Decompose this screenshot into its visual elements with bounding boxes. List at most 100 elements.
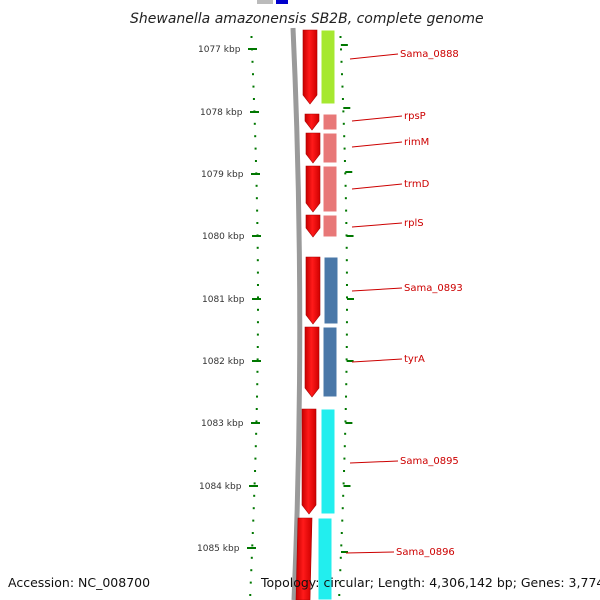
map-title: Shewanella amazonensis SB2B, complete ge… (130, 11, 484, 27)
ruler-dot (249, 594, 252, 596)
cds-arrow[interactable] (305, 256, 321, 325)
cds-arrow[interactable] (295, 517, 313, 600)
ruler-dot (345, 246, 348, 249)
cds-arrow[interactable] (305, 132, 321, 164)
ruler-dot (345, 222, 348, 224)
ruler-dot (344, 432, 347, 435)
gene-block[interactable] (323, 256, 339, 325)
ruler-dot (254, 160, 257, 162)
ruler-dot (345, 321, 348, 324)
ruler-dot (255, 432, 258, 435)
gene-label[interactable]: tyrA (404, 354, 425, 365)
ruler-dot (345, 234, 348, 237)
kbp-tick-label: 1079 kbp (201, 170, 244, 180)
ruler-dot (345, 296, 348, 299)
ruler-dot (342, 110, 345, 113)
cds-arrow[interactable] (301, 408, 317, 515)
gene-leader-line (351, 358, 403, 363)
ruler-dot (343, 445, 346, 448)
ruler-dot (252, 519, 255, 522)
ruler-dot (340, 544, 343, 547)
gene-leader-line (345, 551, 395, 554)
cds-arrow[interactable] (304, 113, 320, 131)
gene-leader-line (351, 141, 403, 148)
ruler-dot (340, 48, 343, 51)
ruler-dot (342, 122, 345, 125)
cds-arrow[interactable] (302, 29, 318, 105)
ruler-dot (252, 507, 255, 510)
gene-block[interactable] (317, 517, 333, 600)
ruler-dot (251, 48, 254, 51)
ruler-dot (338, 581, 341, 584)
cds-track (295, 29, 321, 600)
ruler-dot (345, 383, 348, 386)
gene-label[interactable]: trmD (404, 179, 430, 190)
ruler-dot (253, 122, 256, 125)
gene-leader-line (349, 53, 399, 60)
ruler-dot (256, 296, 259, 299)
ruler-dot (255, 184, 258, 187)
ruler-dot (343, 470, 346, 472)
gene-label[interactable]: Sama_0888 (400, 49, 459, 60)
gene-block[interactable] (322, 132, 338, 164)
ruler-dot (256, 346, 259, 348)
gene-block[interactable] (322, 214, 338, 238)
ruler-dot (345, 333, 348, 336)
ruler-dot (344, 197, 347, 200)
kbp-tick-label: 1085 kbp (197, 544, 240, 554)
gene-leader-line (349, 460, 399, 464)
ruler-dot (250, 569, 253, 572)
ruler-dot (254, 445, 257, 448)
ruler-dot (253, 494, 256, 497)
ruler-dot (256, 321, 259, 324)
ruler-dot (249, 581, 252, 584)
gene-label[interactable]: rplS (404, 218, 424, 229)
ruler-dot (256, 395, 259, 398)
gene-labels: Sama_0888 rpsP rimM trmD rplS Sama_0893 tyrA Sa… (345, 49, 463, 558)
gene-block[interactable] (320, 29, 336, 105)
kbp-tick-label: 1080 kbp (202, 232, 245, 242)
ruler-dot (344, 420, 347, 423)
kbp-tick-label: 1081 kbp (202, 295, 245, 305)
cds-arrow[interactable] (304, 326, 320, 398)
gene-track (317, 29, 339, 600)
gene-block[interactable] (322, 326, 338, 398)
gene-leader-line (351, 183, 403, 190)
ruler-dot (341, 507, 344, 510)
ruler-dot (251, 73, 254, 76)
ruler-dot (251, 532, 254, 534)
kbp-tick-label: 1077 kbp (198, 45, 241, 55)
ruler-dot (254, 147, 257, 150)
ruler-dot (345, 284, 348, 286)
dot-ruler-right (338, 36, 354, 596)
ruler-dot (343, 135, 346, 138)
ruler-dot (343, 160, 346, 162)
backbone-line (290, 27, 303, 600)
ruler-dot (339, 556, 342, 559)
gene-block[interactable] (322, 113, 338, 131)
ruler-dot (345, 395, 348, 398)
kbp-ruler: 1077 kbp 1078 kbp 1079 kbp 1080 kbp 1081 kbp… (197, 36, 261, 596)
gene-block[interactable] (320, 408, 336, 515)
ruler-dot (250, 556, 253, 559)
ruler-dot (342, 482, 345, 485)
ruler-dot (254, 135, 257, 138)
ruler-dot (340, 532, 343, 534)
ruler-dot (256, 383, 259, 386)
gene-block[interactable] (322, 165, 338, 213)
gene-label[interactable]: Sama_0896 (396, 547, 455, 558)
cds-arrow[interactable] (305, 165, 321, 213)
gene-label[interactable]: rpsP (404, 111, 426, 122)
ruler-dot (340, 60, 343, 63)
gene-label[interactable]: rimM (404, 137, 429, 148)
ruler-dot (256, 370, 259, 373)
ruler-dot (256, 333, 259, 336)
ruler-dot (253, 482, 256, 485)
ruler-dot (255, 172, 258, 175)
gene-label[interactable]: Sama_0895 (400, 456, 459, 467)
kbp-tick-label: 1078 kbp (200, 108, 243, 118)
kbp-tick-label: 1083 kbp (201, 419, 244, 429)
cds-arrow[interactable] (305, 214, 321, 238)
gene-label[interactable]: Sama_0893 (404, 283, 463, 294)
